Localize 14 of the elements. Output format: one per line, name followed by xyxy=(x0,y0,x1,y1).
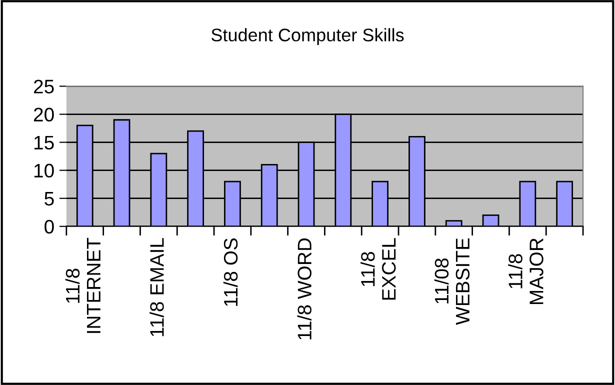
chart-title: Student Computer Skills xyxy=(211,28,404,45)
y-tick-label: 0 xyxy=(44,220,54,234)
x-tick-label: 11/8 MAJOR xyxy=(508,238,544,304)
x-tick-label: 11/8 WORD xyxy=(297,238,312,340)
y-tick-label: 25 xyxy=(34,80,54,94)
x-tick-label: 11/8 INTERNET xyxy=(65,238,100,333)
y-tick-label: 5 xyxy=(44,192,54,206)
x-tick-label: 11/8 EXCEL xyxy=(360,238,396,300)
y-tick-label: 10 xyxy=(34,164,54,178)
x-tick-label: 11/8 OS xyxy=(223,238,238,306)
x-tick-label: 11/8 EMAIL xyxy=(150,238,164,336)
x-tick-label: 11/08 WEBSITE xyxy=(434,238,470,325)
y-tick-label: 20 xyxy=(34,108,54,122)
y-tick-label: 15 xyxy=(34,136,54,150)
